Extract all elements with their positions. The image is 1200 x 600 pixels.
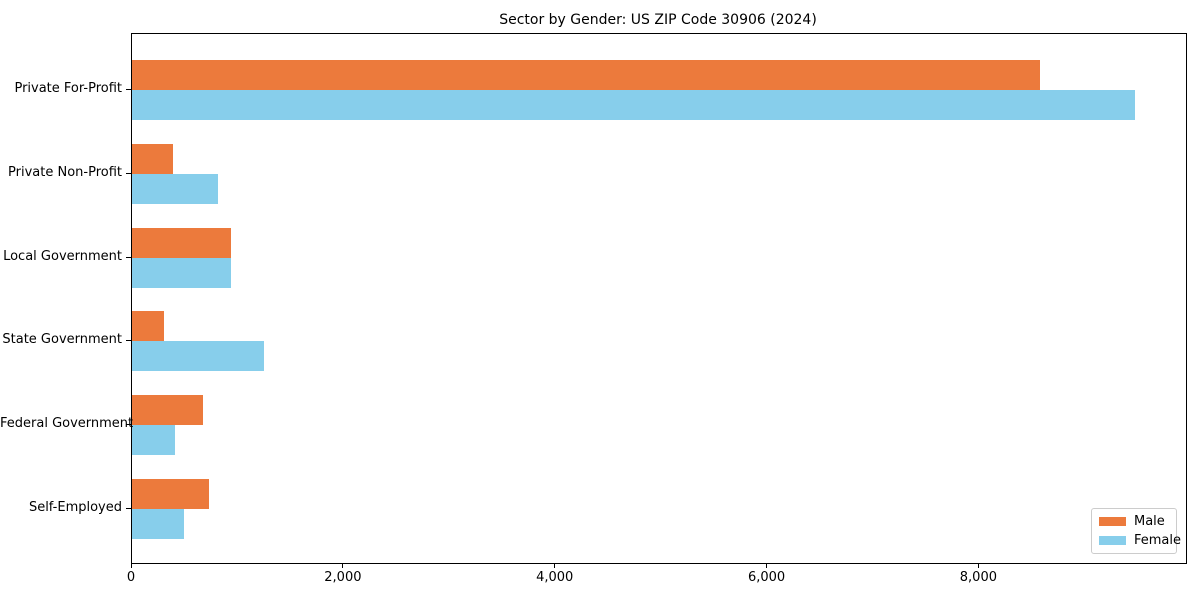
y-axis-label-private-for-profit: Private For-Profit (14, 81, 122, 96)
bar-female-private-non-profit (132, 173, 218, 204)
y-axis-tick (126, 256, 131, 258)
y-axis-tick (126, 340, 131, 342)
x-axis-tick (977, 563, 979, 568)
legend-label-female: Female (1134, 533, 1182, 548)
y-axis-label-local-government: Local Government (3, 248, 122, 264)
bar-female-state-government (132, 341, 264, 372)
x-axis-tick (554, 563, 556, 568)
y-axis-tick (126, 172, 131, 174)
bar-male-federal-government (132, 395, 203, 426)
bar-female-federal-government (132, 425, 175, 456)
x-axis-tick-label: 8,000 (959, 570, 997, 585)
bar-male-local-government (132, 227, 231, 258)
bar-male-private-for-profit (132, 60, 1040, 90)
x-axis-tick-label: 4,000 (536, 570, 574, 585)
bar-female-self-employed (132, 509, 184, 539)
legend-item-female: Female (1099, 533, 1181, 548)
legend-swatch-female (1099, 536, 1126, 545)
bar-female-local-government (132, 257, 231, 288)
bar-male-self-employed (132, 479, 209, 509)
legend-item-male: Male (1099, 514, 1169, 529)
legend-label-male: Male (1134, 514, 1165, 529)
y-axis-label-federal-government: Federal Government (0, 416, 134, 432)
y-axis-label-private-non-profit: Private Non-Profit (8, 164, 122, 180)
bar-male-state-government (132, 311, 164, 342)
x-axis-tick (342, 563, 344, 568)
x-axis-tick (766, 563, 768, 568)
legend-swatch-male (1099, 517, 1126, 526)
y-axis-label-state-government: State Government (2, 332, 122, 348)
x-axis-tick-label: 2,000 (324, 570, 362, 585)
y-axis-tick (126, 89, 131, 90)
bar-female-private-for-profit (132, 90, 1136, 120)
y-axis-label-self-employed: Self-Employed (28, 500, 122, 515)
y-axis-tick (126, 424, 131, 426)
chart-title: Sector by Gender: US ZIP Code 30906 (202… (499, 12, 817, 28)
plot-area (131, 33, 1187, 564)
x-axis-tick (130, 563, 132, 568)
y-axis-tick (126, 508, 131, 509)
x-axis-tick-label: 6,000 (747, 570, 786, 585)
x-axis-tick-label: 0 (126, 570, 136, 585)
legend: Male Female (1091, 508, 1181, 554)
bar-male-private-non-profit (132, 143, 174, 174)
